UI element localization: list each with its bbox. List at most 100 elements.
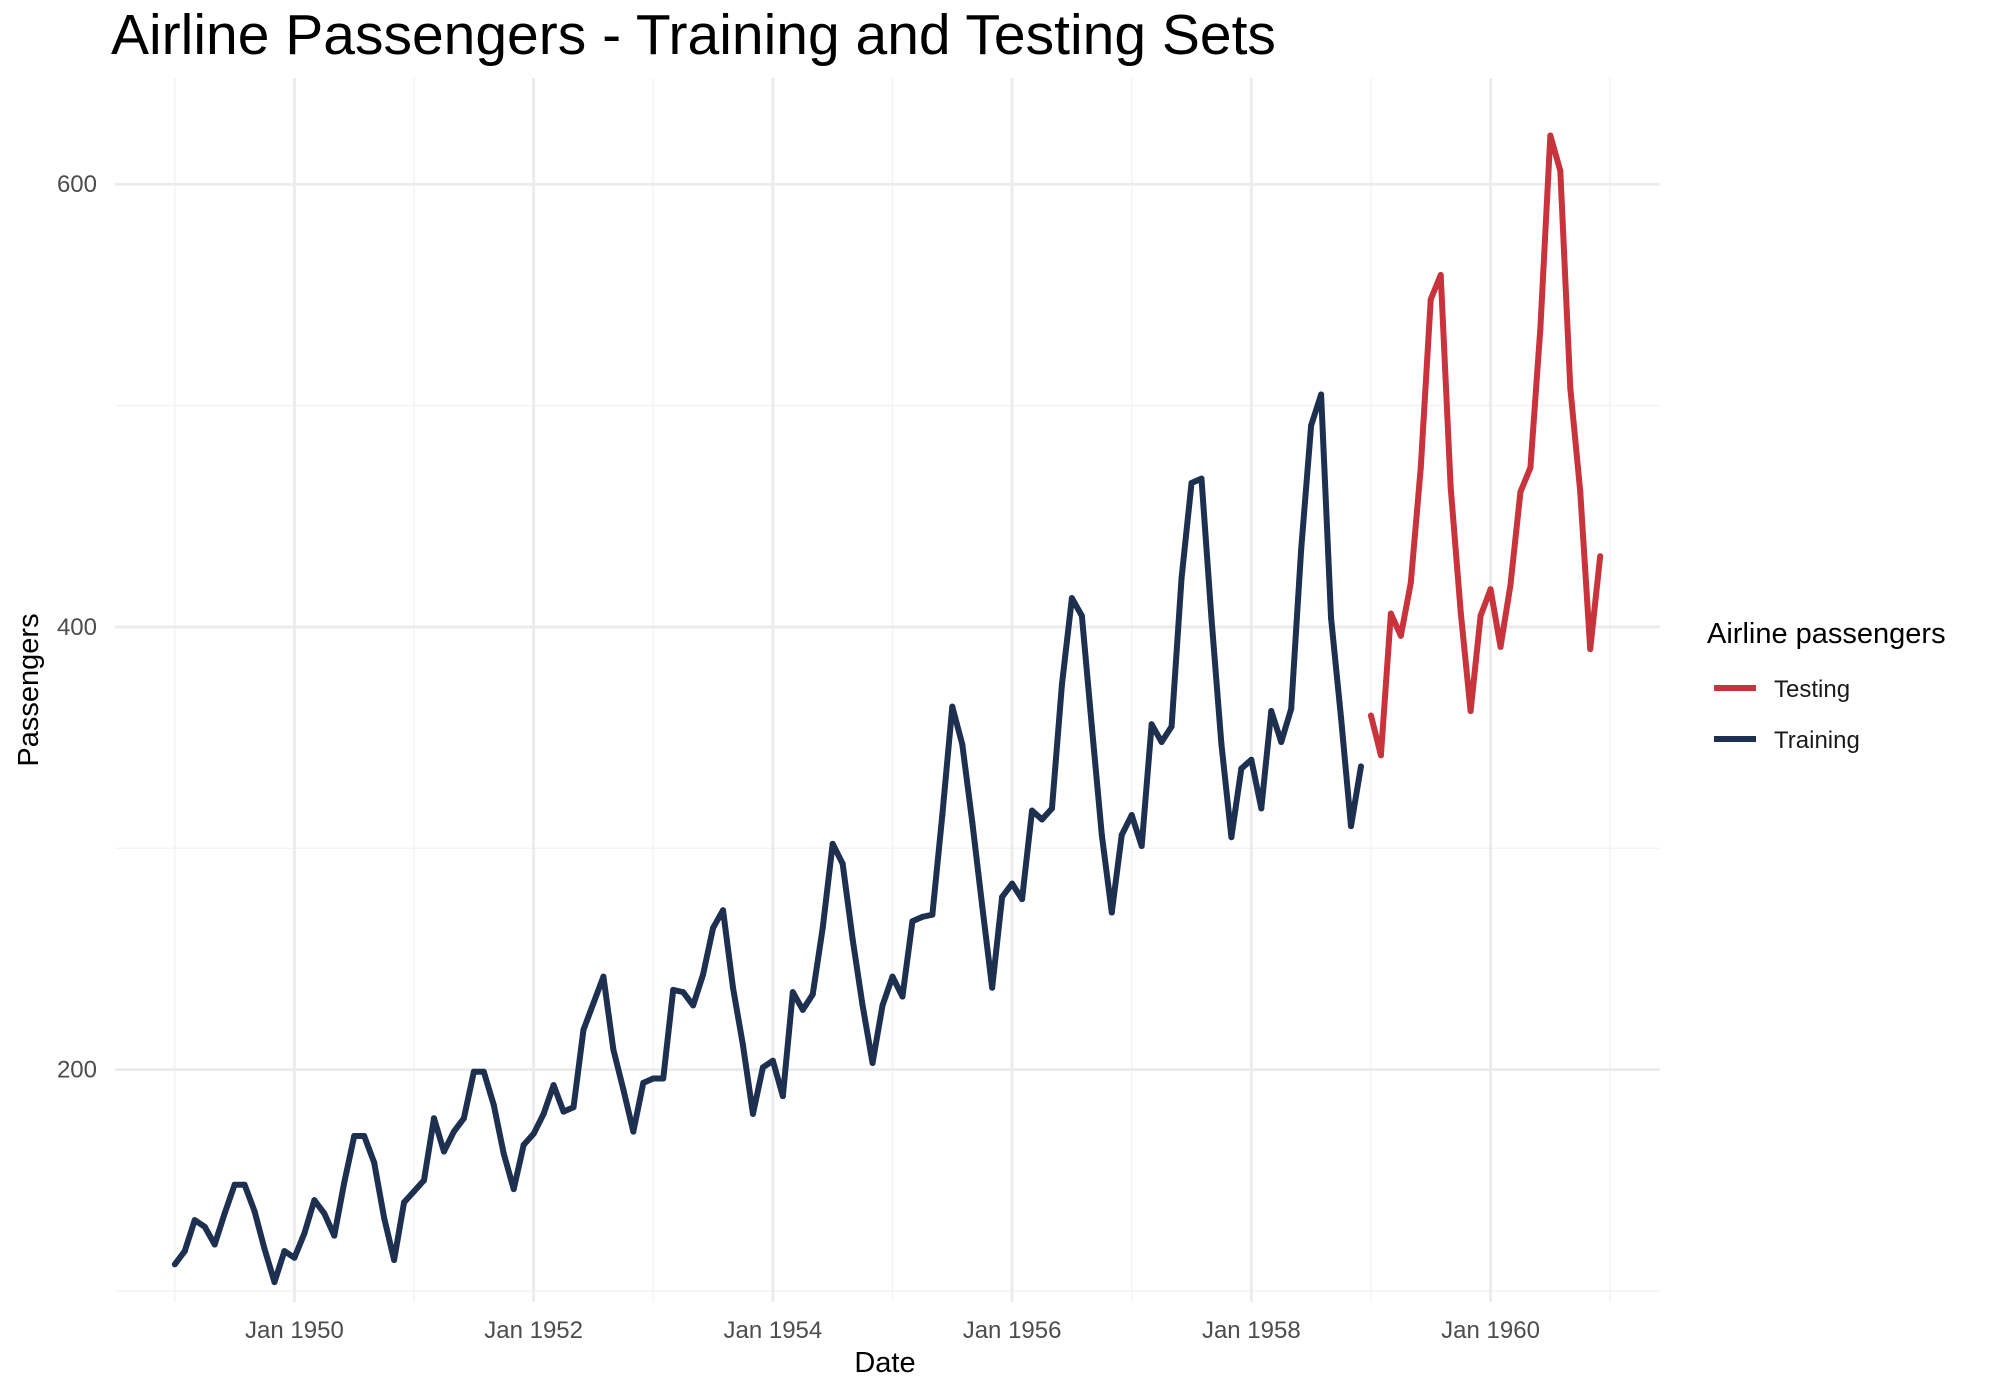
data-point-training [879, 1002, 886, 1009]
data-point-training [301, 1230, 308, 1237]
data-point-training [1278, 739, 1285, 746]
data-point-training [989, 984, 996, 991]
data-point-training [839, 860, 846, 867]
data-point-training [1188, 480, 1195, 487]
data-point-training [570, 1104, 577, 1111]
data-point-training [231, 1181, 238, 1188]
data-point-training [889, 973, 896, 980]
data-point-training [1318, 391, 1325, 398]
data-point-training [779, 1093, 786, 1100]
data-point-training [1009, 880, 1016, 887]
data-point-training [949, 703, 956, 710]
data-point-training [540, 1110, 547, 1117]
data-point-training [361, 1132, 368, 1139]
data-point-training [1218, 741, 1225, 748]
data-point-training [590, 1000, 597, 1007]
x-tick-label: Jan 1958 [1202, 1317, 1301, 1344]
data-point-training [500, 1150, 507, 1157]
data-point-training [530, 1130, 537, 1137]
data-point-training [650, 1075, 657, 1082]
x-tick-label: Jan 1956 [963, 1317, 1062, 1344]
data-point-testing [1557, 167, 1564, 174]
data-point-training [739, 1042, 746, 1049]
data-point-training [241, 1181, 248, 1188]
data-point-training [401, 1199, 408, 1206]
data-point-training [391, 1256, 398, 1263]
data-point-training [311, 1197, 318, 1204]
data-point-training [720, 907, 727, 914]
data-point-training [1258, 805, 1265, 812]
data-point-training [859, 1002, 866, 1009]
data-point-training [680, 989, 687, 996]
data-point-training [630, 1128, 637, 1135]
data-point-training [849, 936, 856, 943]
series-line-testing [1368, 132, 1604, 759]
data-point-training [1019, 896, 1026, 903]
data-point-training [1039, 816, 1045, 823]
data-point-training [829, 840, 836, 847]
data-point-testing [1537, 325, 1544, 332]
data-point-testing [1467, 708, 1474, 715]
data-point-training [331, 1232, 338, 1239]
data-point-training [660, 1075, 667, 1082]
data-point-training [381, 1214, 388, 1221]
data-point-training [789, 989, 796, 996]
y-tick-label: 400 [57, 614, 97, 641]
data-point-testing [1397, 632, 1404, 639]
data-point-training [730, 984, 736, 991]
data-point-training [1198, 475, 1205, 482]
data-point-testing [1367, 712, 1374, 719]
data-point-training [799, 1006, 806, 1013]
data-point-testing [1547, 132, 1554, 139]
data-point-training [999, 893, 1006, 900]
data-point-training [1238, 765, 1245, 772]
data-point-training [1078, 612, 1085, 619]
data-point-training [1178, 575, 1185, 582]
data-point-testing [1527, 464, 1534, 471]
data-point-training [700, 971, 707, 978]
data-point-training [1248, 756, 1255, 763]
data-point-training [171, 1261, 178, 1268]
data-point-testing [1597, 553, 1604, 560]
data-point-training [580, 1026, 587, 1033]
data-point-training [819, 924, 826, 931]
data-point-training [191, 1217, 198, 1224]
x-tick-label: Jan 1950 [245, 1317, 344, 1344]
data-point-testing [1487, 586, 1494, 593]
y-tick-labels: 200 400 600 [57, 171, 97, 1083]
data-point-training [759, 1064, 766, 1071]
data-point-training [1357, 763, 1364, 770]
data-point-training [181, 1248, 188, 1255]
data-point-training [620, 1086, 627, 1093]
data-point-training [809, 991, 816, 998]
series-layer [171, 132, 1604, 1286]
data-point-training [929, 911, 936, 918]
data-point-training [550, 1082, 557, 1089]
data-point-training [351, 1132, 358, 1139]
data-point-training [1268, 708, 1275, 715]
data-point-training [1328, 615, 1335, 622]
data-point-training [1208, 615, 1215, 622]
data-point-training [421, 1177, 427, 1184]
data-point-training [919, 913, 926, 920]
data-point-training [1338, 714, 1345, 721]
legend-label-training: Training [1774, 727, 1860, 754]
data-point-training [1298, 546, 1305, 553]
data-point-training [271, 1279, 278, 1286]
data-point-training [1048, 805, 1055, 812]
data-point-training [769, 1057, 776, 1064]
y-tick-label: 600 [57, 171, 97, 198]
data-point-training [1288, 705, 1295, 712]
data-point-training [1158, 739, 1165, 746]
data-point-training [1108, 909, 1115, 916]
series-line-training [172, 391, 1364, 1286]
series-points-testing [1367, 132, 1604, 759]
data-point-testing [1517, 488, 1524, 495]
data-point-testing [1477, 612, 1484, 619]
data-point-training [1098, 831, 1105, 838]
data-point-testing [1507, 581, 1514, 588]
y-axis-title: Passengers [13, 613, 45, 766]
data-point-training [959, 741, 966, 748]
x-tick-label: Jan 1960 [1441, 1317, 1540, 1344]
